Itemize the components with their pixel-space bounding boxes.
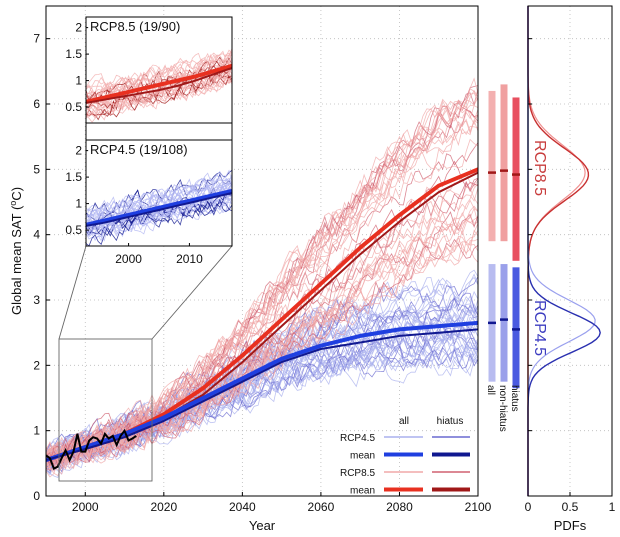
inset-member-line	[86, 50, 232, 102]
bar-label: non-hiatus	[497, 385, 508, 432]
bar-rcp85	[488, 90, 496, 242]
pdf-curve	[527, 6, 586, 496]
inset-x-tick-label: 2010	[176, 252, 203, 266]
inset-lines	[86, 169, 232, 246]
legend-label: mean	[350, 486, 375, 497]
inset-y-tick-label: 2	[75, 144, 82, 158]
inset-mean-line	[86, 63, 232, 104]
pdf-x-tick-label: 1	[609, 500, 616, 514]
y-tick-label: 5	[33, 162, 40, 176]
zoom-box	[58, 338, 153, 482]
bar-rcp85	[500, 84, 508, 242]
legend: all hiatus RCP4.5 mean RCP8.5 mean	[340, 416, 470, 497]
inset-member-line	[86, 170, 232, 221]
ensemble-member-line	[46, 215, 478, 469]
ensemble-member-line	[46, 88, 478, 471]
inset-member-line	[86, 52, 232, 93]
observed-series	[46, 428, 137, 470]
inset-member-line	[86, 198, 232, 246]
pdf-curve	[527, 6, 590, 496]
x-tick-label: 2020	[150, 500, 177, 514]
inset-hiatus-mean-line	[86, 66, 232, 104]
pdf-curve	[527, 6, 601, 496]
bar-rcp45	[500, 264, 508, 382]
main-plot-frame	[45, 5, 479, 497]
inset-y-tick-label: 1	[75, 197, 82, 211]
legend-header-hiatus: hiatus	[437, 416, 464, 427]
x-tick-label: 2040	[229, 500, 256, 514]
main-axis-ticks: 2000 2020 2040 2060 2080 2100 0 1 2 3 4 5 6 7 Year Glob…	[8, 32, 492, 533]
y-tick-label: 0	[33, 489, 40, 503]
legend-label: RCP8.5	[340, 468, 375, 479]
x-axis-label: Year	[249, 518, 276, 533]
inset-member-line	[86, 52, 232, 97]
inset-y-tick-label: 0.5	[65, 100, 82, 114]
bar-rcp45	[512, 267, 520, 389]
inset-y-tick-label: 0.5	[65, 223, 82, 237]
legend-label: mean	[350, 451, 375, 462]
y-tick-label: 2	[33, 358, 40, 372]
pdf-rcp45-label: RCP4.5	[531, 300, 548, 356]
pdf-x-tick-label: 0.5	[562, 500, 579, 514]
y-tick-label: 3	[33, 293, 40, 307]
pdf-curve	[527, 6, 596, 496]
series-mean-line	[46, 320, 478, 463]
inset-member-line	[86, 58, 232, 105]
inset-title: RCP8.5 (19/90)	[90, 19, 180, 34]
inset-mean-line	[86, 188, 232, 227]
legend-header-all: all	[399, 416, 409, 427]
ensemble-member-line	[46, 205, 478, 461]
inset-member-line	[86, 68, 232, 115]
inset-y-tick-label: 1.5	[65, 47, 82, 61]
inset-rcp85: 0.5 1 1.5 2 RCP8.5 (19/90)	[65, 19, 232, 123]
inset-lines	[86, 48, 232, 123]
ensemble-member-line	[46, 177, 478, 462]
zoom-connector	[151, 245, 233, 340]
inset-frame	[85, 16, 233, 247]
series-mean-line	[46, 328, 478, 462]
y-tick-label: 6	[33, 97, 40, 111]
bar-label: hiatus	[509, 385, 520, 412]
pdf-x-axis-label: PDFs	[554, 518, 587, 533]
inset-title-bg	[88, 19, 190, 35]
inset-title-bg	[88, 142, 190, 158]
ensemble-member-line	[46, 186, 478, 467]
inset-member-line	[86, 175, 232, 223]
range-bars: all non-hiatus hiatus	[485, 84, 520, 432]
x-tick-label: 2100	[465, 500, 492, 514]
legend-label: RCP4.5	[340, 433, 375, 444]
bar-rcp85	[512, 97, 520, 261]
y-axis-label: Global mean SAT (oC)	[8, 187, 24, 315]
pdf-panel: 0 0.5 1 PDFs RCP8.5 RCP4.5	[525, 5, 616, 533]
inset-gap	[86, 123, 232, 140]
inset-y-tick-label: 1.5	[65, 170, 82, 184]
inset-y-tick-label: 2	[75, 21, 82, 35]
observed-line	[46, 428, 137, 470]
inset-rcp45: 0.5 1 1.5 2 RCP4.5 (19/108) 2000 2010	[65, 142, 232, 266]
ensemble-member-line	[46, 342, 478, 466]
bar-label: all	[485, 385, 496, 395]
y-tick-label: 4	[33, 228, 40, 242]
inset-hiatus-mean-line	[86, 192, 232, 227]
inset-y-tick-label: 1	[75, 74, 82, 88]
y-tick-label: 1	[33, 424, 40, 438]
pdf-x-tick-label: 0	[525, 500, 532, 514]
x-tick-label: 2080	[386, 500, 413, 514]
x-tick-label: 2060	[308, 500, 335, 514]
ensemble-means	[46, 167, 478, 463]
pdf-rcp85-label: RCP8.5	[531, 140, 548, 196]
inset-member-line	[86, 48, 232, 96]
inset-title: RCP4.5 (19/108)	[90, 142, 188, 157]
y-tick-label: 7	[33, 32, 40, 46]
inset-x-tick-label: 2000	[115, 252, 142, 266]
zoom-connector	[58, 245, 87, 340]
ensemble-lines	[46, 77, 478, 479]
x-tick-label: 2000	[72, 500, 99, 514]
inset-member-line	[86, 75, 232, 123]
